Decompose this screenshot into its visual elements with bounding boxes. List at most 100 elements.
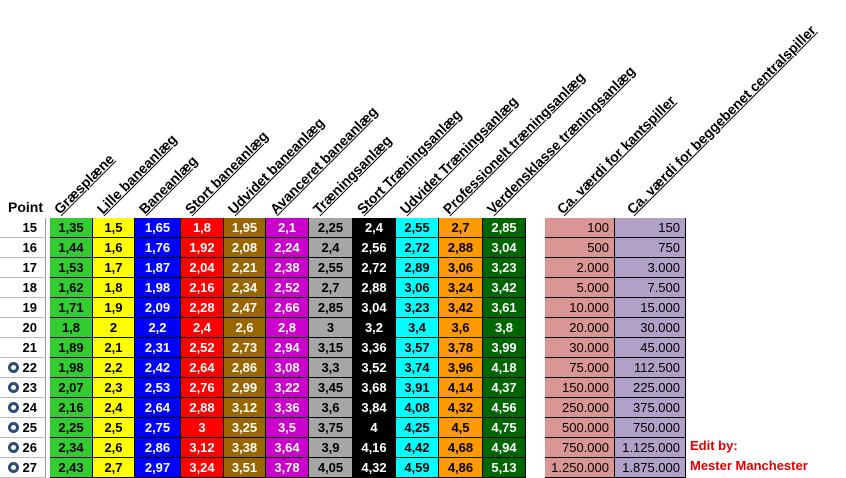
facility-value-cell: 3,74 bbox=[396, 358, 439, 378]
facility-value-cell: 1,89 bbox=[50, 338, 93, 358]
table-row: 26 2,34 2,6 2,86 3,12 3,38 3,64 3,9 4,16 4,42 4,68… bbox=[0, 438, 690, 458]
table-row: 24 2,16 2,4 2,64 2,88 3,12 3,36 3,6 3,84 4,08 4,32… bbox=[0, 398, 690, 418]
facility-value-cell: 1,8 bbox=[181, 218, 224, 238]
point-value: 18 bbox=[22, 280, 37, 295]
point-cell: 23 bbox=[0, 378, 46, 398]
facility-value-cell: 2,47 bbox=[224, 298, 266, 318]
centralspiller-value-cell: 3.000 bbox=[615, 258, 686, 278]
centralspiller-value-cell: 45.000 bbox=[615, 338, 686, 358]
facility-value-cell: 3,5 bbox=[266, 418, 309, 438]
facility-value-cell: 4,86 bbox=[439, 458, 483, 478]
facility-value-cell: 2,55 bbox=[309, 258, 353, 278]
facility-value-cell: 3,96 bbox=[439, 358, 483, 378]
facility-value-cell: 2,5 bbox=[93, 418, 135, 438]
centralspiller-value-cell: 225.000 bbox=[615, 378, 686, 398]
facility-value-cell: 2,55 bbox=[396, 218, 439, 238]
facility-value-cell: 1,5 bbox=[93, 218, 135, 238]
facility-value-cell: 2,4 bbox=[309, 238, 353, 258]
point-cell: 16 bbox=[0, 238, 46, 258]
facility-value-cell: 2,25 bbox=[50, 418, 93, 438]
facility-value-cell: 1,98 bbox=[50, 358, 93, 378]
facility-value-cell: 5,13 bbox=[483, 458, 526, 478]
facility-value-cell: 4,59 bbox=[396, 458, 439, 478]
point-cell: 27 bbox=[0, 458, 46, 478]
facility-value-cell: 2,42 bbox=[135, 358, 181, 378]
facility-value-cell: 3,38 bbox=[224, 438, 266, 458]
facility-value-cell: 2,43 bbox=[50, 458, 93, 478]
facility-value-cell: 2,86 bbox=[224, 358, 266, 378]
facility-value-cell: 3,36 bbox=[353, 338, 396, 358]
table-row: 18 1,62 1,8 1,98 2,16 2,34 2,52 2,7 2,88 3,06 3,24… bbox=[0, 278, 690, 298]
kantspiller-value-cell: 20.000 bbox=[545, 318, 615, 338]
facility-value-cell: 1,62 bbox=[50, 278, 93, 298]
centralspiller-value-cell: 112.500 bbox=[615, 358, 686, 378]
facility-value-cell: 3,75 bbox=[309, 418, 353, 438]
facility-value-cell: 2,38 bbox=[266, 258, 309, 278]
facility-value-cell: 4,75 bbox=[483, 418, 526, 438]
kantspiller-value-cell: 500.000 bbox=[545, 418, 615, 438]
facility-value-cell: 3 bbox=[309, 318, 353, 338]
facility-value-cell: 1,71 bbox=[50, 298, 93, 318]
facility-value-cell: 4,42 bbox=[396, 438, 439, 458]
facility-value-cell: 1,95 bbox=[224, 218, 266, 238]
facility-value-cell: 2,88 bbox=[353, 278, 396, 298]
info-badge-icon bbox=[7, 402, 19, 413]
facility-value-cell: 2,1 bbox=[93, 338, 135, 358]
point-value: 21 bbox=[22, 340, 37, 355]
facility-value-cell: 2,72 bbox=[353, 258, 396, 278]
facility-value-cell: 3,42 bbox=[439, 298, 483, 318]
kantspiller-value-cell: 750.000 bbox=[545, 438, 615, 458]
centralspiller-value-cell: 750.000 bbox=[615, 418, 686, 438]
facility-value-cell: 2,4 bbox=[181, 318, 224, 338]
info-badge-icon bbox=[7, 462, 19, 473]
facility-value-cell: 2,85 bbox=[483, 218, 526, 238]
info-badge-icon bbox=[7, 422, 19, 433]
facility-value-cell: 2,3 bbox=[93, 378, 135, 398]
facility-value-cell: 2,75 bbox=[135, 418, 181, 438]
facility-value-cell: 2,66 bbox=[266, 298, 309, 318]
point-cell: 18 bbox=[0, 278, 46, 298]
facility-value-cell: 2,89 bbox=[396, 258, 439, 278]
facility-value-cell: 3,23 bbox=[396, 298, 439, 318]
table-row: 22 1,98 2,2 2,42 2,64 2,86 3,08 3,3 3,52 3,74 3,96… bbox=[0, 358, 690, 378]
facility-value-cell: 4,56 bbox=[483, 398, 526, 418]
facility-value-cell: 2,88 bbox=[439, 238, 483, 258]
facility-value-cell: 3,06 bbox=[396, 278, 439, 298]
point-value: 23 bbox=[22, 380, 37, 395]
facility-value-cell: 2,86 bbox=[135, 438, 181, 458]
facility-value-cell: 3,8 bbox=[483, 318, 526, 338]
facility-value-cell: 2,94 bbox=[266, 338, 309, 358]
facility-value-cell: 1,44 bbox=[50, 238, 93, 258]
facility-value-cell: 2,88 bbox=[181, 398, 224, 418]
facility-value-cell: 1,65 bbox=[135, 218, 181, 238]
info-badge-icon bbox=[7, 442, 19, 453]
facility-value-cell: 4 bbox=[353, 418, 396, 438]
table-row: 15 1,35 1,5 1,65 1,8 1,95 2,1 2,25 2,4 2,55 2,7 2,8… bbox=[0, 218, 690, 238]
facility-value-cell: 3,15 bbox=[309, 338, 353, 358]
facility-value-cell: 2,16 bbox=[50, 398, 93, 418]
facility-value-cell: 2,64 bbox=[181, 358, 224, 378]
facility-value-cell: 4,18 bbox=[483, 358, 526, 378]
point-cell: 25 bbox=[0, 418, 46, 438]
kantspiller-value-cell: 500 bbox=[545, 238, 615, 258]
facility-value-cell: 2,28 bbox=[181, 298, 224, 318]
facility-value-cell: 2,7 bbox=[309, 278, 353, 298]
table-row: 23 2,07 2,3 2,53 2,76 2,99 3,22 3,45 3,68 3,91 4,1… bbox=[0, 378, 690, 398]
facility-value-cell: 2,56 bbox=[353, 238, 396, 258]
facility-value-cell: 3,04 bbox=[483, 238, 526, 258]
facility-value-cell: 3,3 bbox=[309, 358, 353, 378]
facility-value-cell: 2,53 bbox=[135, 378, 181, 398]
centralspiller-value-cell: 1.125.000 bbox=[615, 438, 686, 458]
facility-value-cell: 2,2 bbox=[135, 318, 181, 338]
facility-value-cell: 2,1 bbox=[266, 218, 309, 238]
table-row: 21 1,89 2,1 2,31 2,52 2,73 2,94 3,15 3,36 3,57 3,7… bbox=[0, 338, 690, 358]
facility-value-cell: 1,53 bbox=[50, 258, 93, 278]
point-value: 20 bbox=[22, 320, 37, 335]
facility-value-cell: 4,5 bbox=[439, 418, 483, 438]
facility-value-cell: 2,09 bbox=[135, 298, 181, 318]
facility-value-cell: 3,52 bbox=[353, 358, 396, 378]
kantspiller-value-cell: 250.000 bbox=[545, 398, 615, 418]
kantspiller-value-cell: 5.000 bbox=[545, 278, 615, 298]
facility-value-cell: 2,52 bbox=[266, 278, 309, 298]
facility-value-cell: 2,34 bbox=[224, 278, 266, 298]
